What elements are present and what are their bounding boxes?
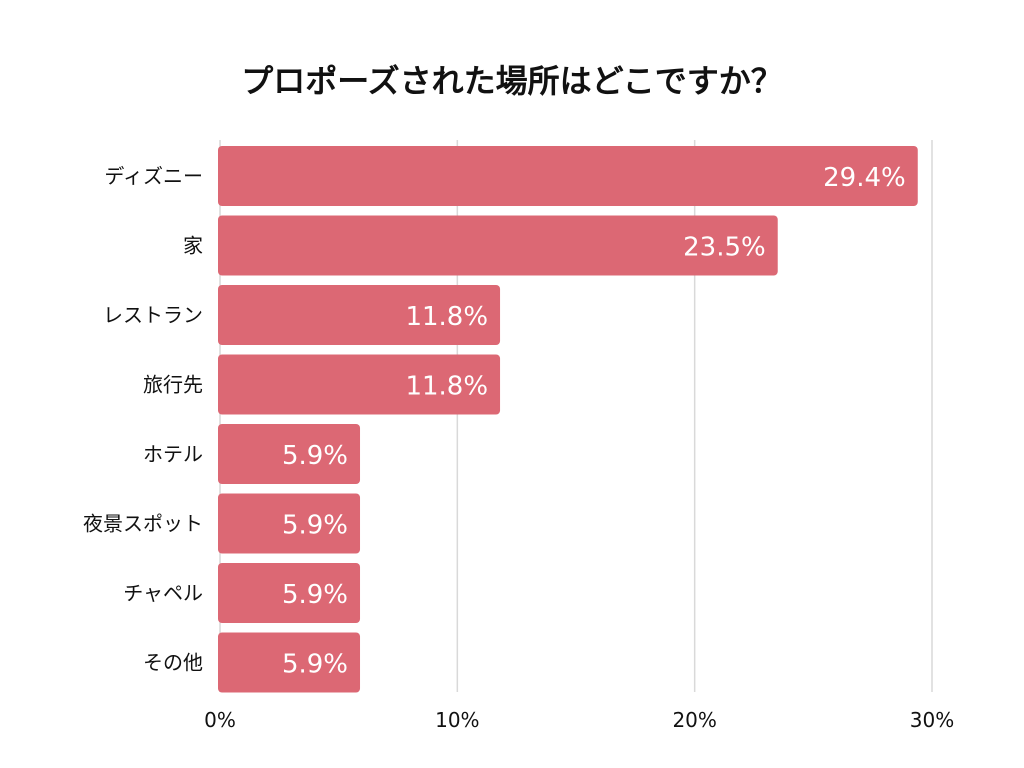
bar-0 <box>218 146 918 206</box>
x-tick-label-0: 0% <box>204 708 236 732</box>
category-label-2: レストラン <box>103 303 203 327</box>
x-tick-label-1: 10% <box>435 708 479 732</box>
category-label-0: ディズニー <box>104 164 203 188</box>
value-label-1: 23.5% <box>683 233 766 263</box>
bar-3 <box>218 354 501 415</box>
value-label-7: 5.9% <box>282 650 348 680</box>
x-tick-label-3: 30% <box>910 708 954 732</box>
value-label-4: 5.9% <box>282 441 348 471</box>
value-label-5: 5.9% <box>282 511 348 541</box>
value-label-6: 5.9% <box>282 580 348 610</box>
category-label-3: 旅行先 <box>143 373 203 397</box>
bar-2 <box>218 285 501 345</box>
value-label-3: 11.8% <box>405 372 488 402</box>
category-label-6: チャペル <box>123 581 203 605</box>
bar-1 <box>218 215 778 276</box>
category-label-4: ホテル <box>143 442 203 466</box>
value-label-0: 29.4% <box>823 163 906 193</box>
x-tick-label-2: 20% <box>672 708 716 732</box>
category-label-1: 家 <box>183 234 203 258</box>
bar-5 <box>218 493 361 554</box>
bar-7 <box>218 632 361 693</box>
category-label-7: その他 <box>143 651 203 675</box>
x-axis-ticks: 0% 10% 20% 30% <box>204 708 954 732</box>
chart-title: プロポーズされた場所はどこですか？ <box>241 62 782 100</box>
category-label-5: 夜景スポット <box>83 512 203 536</box>
bar-4 <box>218 424 361 484</box>
bars: 29.4% 23.5% 11.8% 11.8% 5.9% 5.9% 5.9% 5.9% <box>218 146 918 693</box>
value-label-2: 11.8% <box>405 302 488 332</box>
bar-6 <box>218 563 361 623</box>
